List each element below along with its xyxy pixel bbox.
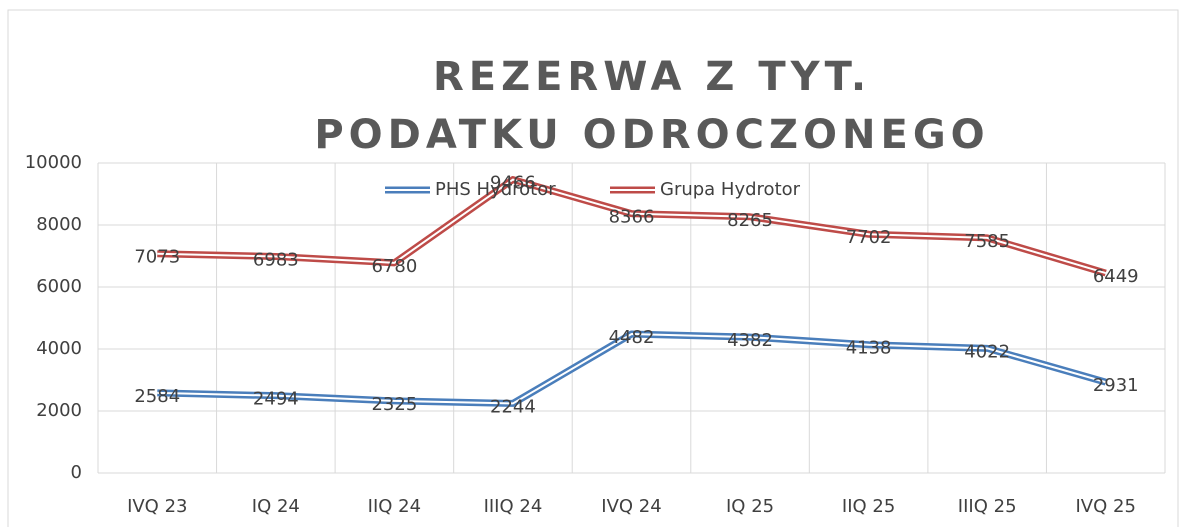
data-label: 7585 bbox=[964, 231, 1010, 252]
data-label: 2931 bbox=[1093, 375, 1139, 396]
data-label: 2584 bbox=[134, 386, 180, 407]
y-tick-label: 0 bbox=[71, 462, 82, 483]
x-tick-label: IIQ 25 bbox=[842, 496, 895, 517]
data-label: 2325 bbox=[371, 394, 417, 415]
y-tick-label: 10000 bbox=[25, 152, 82, 173]
x-tick-label: IVQ 23 bbox=[127, 496, 187, 517]
y-tick-label: 2000 bbox=[36, 400, 82, 421]
data-label: 6983 bbox=[253, 250, 299, 271]
data-label: 4382 bbox=[727, 330, 773, 351]
data-label: 2244 bbox=[490, 396, 536, 417]
data-label: 2494 bbox=[253, 389, 299, 410]
data-label: 6780 bbox=[371, 256, 417, 277]
chart-title: REZERWA Z TYT. PODATKU ODROCZONEGO bbox=[314, 54, 990, 158]
data-label: 7073 bbox=[134, 247, 180, 268]
data-label: 6449 bbox=[1093, 266, 1139, 287]
x-tick-label: IQ 24 bbox=[252, 496, 300, 517]
data-label: 9466 bbox=[490, 173, 536, 194]
x-tick-label: IQ 25 bbox=[726, 496, 774, 517]
x-tick-label: IVQ 24 bbox=[601, 496, 661, 517]
x-tick-label: IIIQ 25 bbox=[958, 496, 1017, 517]
x-tick-label: IVQ 25 bbox=[1076, 496, 1136, 517]
y-tick-label: 4000 bbox=[36, 338, 82, 359]
data-label: 8366 bbox=[609, 207, 655, 228]
y-tick-label: 6000 bbox=[36, 276, 82, 297]
y-tick-label: 8000 bbox=[36, 214, 82, 235]
data-label: 4138 bbox=[846, 338, 892, 359]
x-tick-label: IIQ 24 bbox=[368, 496, 421, 517]
data-label: 7702 bbox=[846, 227, 892, 248]
data-label: 4022 bbox=[964, 341, 1010, 362]
legend-label: Grupa Hydrotor bbox=[660, 179, 801, 200]
legend-label: PHS Hydrotor bbox=[435, 179, 556, 200]
data-label: 4482 bbox=[609, 327, 655, 348]
data-label: 8265 bbox=[727, 210, 773, 231]
series-line-inner bbox=[157, 178, 1107, 275]
x-tick-label: IIIQ 24 bbox=[484, 496, 543, 517]
chart-border bbox=[7, 9, 1179, 527]
series-line-inner bbox=[157, 333, 1106, 405]
